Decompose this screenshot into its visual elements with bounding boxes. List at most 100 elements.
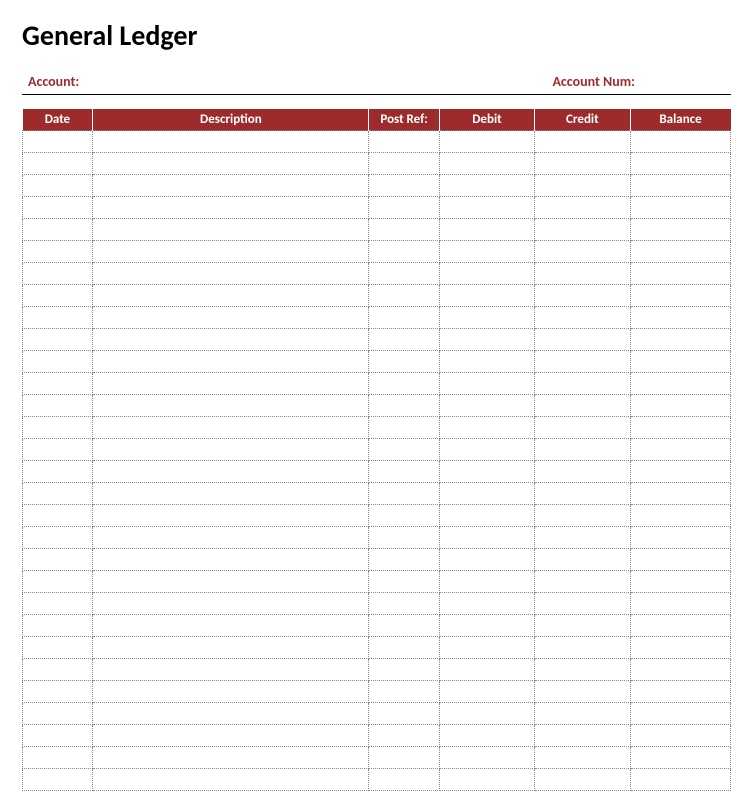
cell-debit[interactable] xyxy=(439,351,534,373)
cell-debit[interactable] xyxy=(439,439,534,461)
cell-debit[interactable] xyxy=(439,615,534,637)
cell-description[interactable] xyxy=(93,373,369,395)
cell-debit[interactable] xyxy=(439,725,534,747)
cell-debit[interactable] xyxy=(439,593,534,615)
cell-date[interactable] xyxy=(23,175,93,197)
cell-credit[interactable] xyxy=(535,615,630,637)
cell-balance[interactable] xyxy=(630,615,730,637)
cell-credit[interactable] xyxy=(535,681,630,703)
cell-credit[interactable] xyxy=(535,461,630,483)
cell-date[interactable] xyxy=(23,549,93,571)
cell-date[interactable] xyxy=(23,307,93,329)
cell-post_ref[interactable] xyxy=(369,307,439,329)
cell-debit[interactable] xyxy=(439,681,534,703)
cell-balance[interactable] xyxy=(630,263,730,285)
cell-post_ref[interactable] xyxy=(369,285,439,307)
cell-balance[interactable] xyxy=(630,197,730,219)
cell-debit[interactable] xyxy=(439,461,534,483)
cell-balance[interactable] xyxy=(630,439,730,461)
cell-post_ref[interactable] xyxy=(369,725,439,747)
cell-post_ref[interactable] xyxy=(369,505,439,527)
cell-post_ref[interactable] xyxy=(369,615,439,637)
cell-description[interactable] xyxy=(93,593,369,615)
cell-post_ref[interactable] xyxy=(369,263,439,285)
cell-balance[interactable] xyxy=(630,153,730,175)
cell-date[interactable] xyxy=(23,131,93,153)
cell-description[interactable] xyxy=(93,637,369,659)
cell-balance[interactable] xyxy=(630,131,730,153)
cell-description[interactable] xyxy=(93,351,369,373)
cell-description[interactable] xyxy=(93,527,369,549)
cell-debit[interactable] xyxy=(439,153,534,175)
cell-date[interactable] xyxy=(23,197,93,219)
cell-credit[interactable] xyxy=(535,483,630,505)
cell-credit[interactable] xyxy=(535,725,630,747)
cell-debit[interactable] xyxy=(439,197,534,219)
cell-description[interactable] xyxy=(93,307,369,329)
cell-post_ref[interactable] xyxy=(369,395,439,417)
cell-credit[interactable] xyxy=(535,219,630,241)
cell-description[interactable] xyxy=(93,461,369,483)
cell-date[interactable] xyxy=(23,615,93,637)
cell-credit[interactable] xyxy=(535,571,630,593)
cell-debit[interactable] xyxy=(439,637,534,659)
cell-date[interactable] xyxy=(23,285,93,307)
cell-balance[interactable] xyxy=(630,329,730,351)
cell-credit[interactable] xyxy=(535,395,630,417)
cell-balance[interactable] xyxy=(630,681,730,703)
cell-date[interactable] xyxy=(23,725,93,747)
cell-balance[interactable] xyxy=(630,637,730,659)
cell-description[interactable] xyxy=(93,153,369,175)
cell-date[interactable] xyxy=(23,527,93,549)
cell-debit[interactable] xyxy=(439,747,534,769)
cell-date[interactable] xyxy=(23,593,93,615)
cell-post_ref[interactable] xyxy=(369,747,439,769)
cell-credit[interactable] xyxy=(535,703,630,725)
cell-balance[interactable] xyxy=(630,549,730,571)
cell-date[interactable] xyxy=(23,241,93,263)
cell-description[interactable] xyxy=(93,659,369,681)
cell-debit[interactable] xyxy=(439,549,534,571)
cell-credit[interactable] xyxy=(535,329,630,351)
cell-credit[interactable] xyxy=(535,659,630,681)
cell-debit[interactable] xyxy=(439,307,534,329)
cell-credit[interactable] xyxy=(535,175,630,197)
cell-post_ref[interactable] xyxy=(369,527,439,549)
cell-post_ref[interactable] xyxy=(369,373,439,395)
cell-balance[interactable] xyxy=(630,461,730,483)
cell-description[interactable] xyxy=(93,505,369,527)
cell-debit[interactable] xyxy=(439,131,534,153)
cell-credit[interactable] xyxy=(535,527,630,549)
cell-date[interactable] xyxy=(23,373,93,395)
cell-credit[interactable] xyxy=(535,131,630,153)
cell-debit[interactable] xyxy=(439,285,534,307)
cell-description[interactable] xyxy=(93,769,369,791)
cell-date[interactable] xyxy=(23,417,93,439)
cell-debit[interactable] xyxy=(439,505,534,527)
cell-credit[interactable] xyxy=(535,747,630,769)
cell-description[interactable] xyxy=(93,263,369,285)
cell-debit[interactable] xyxy=(439,483,534,505)
cell-credit[interactable] xyxy=(535,549,630,571)
cell-description[interactable] xyxy=(93,747,369,769)
cell-description[interactable] xyxy=(93,329,369,351)
cell-credit[interactable] xyxy=(535,373,630,395)
cell-description[interactable] xyxy=(93,417,369,439)
cell-post_ref[interactable] xyxy=(369,351,439,373)
cell-post_ref[interactable] xyxy=(369,131,439,153)
cell-credit[interactable] xyxy=(535,307,630,329)
cell-debit[interactable] xyxy=(439,527,534,549)
cell-date[interactable] xyxy=(23,747,93,769)
cell-credit[interactable] xyxy=(535,417,630,439)
cell-date[interactable] xyxy=(23,263,93,285)
cell-post_ref[interactable] xyxy=(369,439,439,461)
cell-post_ref[interactable] xyxy=(369,483,439,505)
cell-post_ref[interactable] xyxy=(369,241,439,263)
cell-debit[interactable] xyxy=(439,417,534,439)
cell-post_ref[interactable] xyxy=(369,417,439,439)
cell-date[interactable] xyxy=(23,329,93,351)
cell-balance[interactable] xyxy=(630,417,730,439)
cell-post_ref[interactable] xyxy=(369,153,439,175)
cell-debit[interactable] xyxy=(439,373,534,395)
cell-credit[interactable] xyxy=(535,197,630,219)
